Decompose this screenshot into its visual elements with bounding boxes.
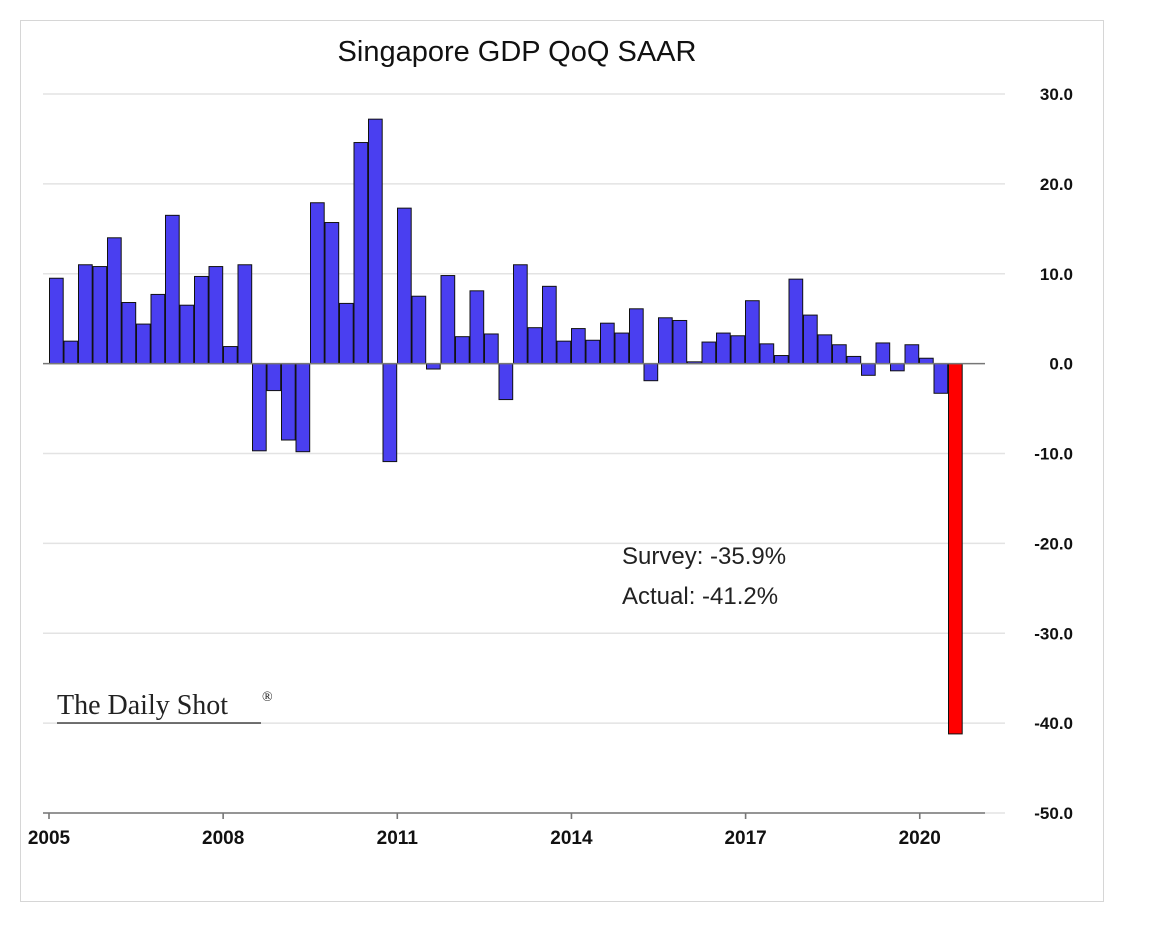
bar-57: [875, 342, 891, 365]
y-tick-label-6: -30.0: [1034, 624, 1073, 643]
source-logo: The Daily Shot ®: [57, 690, 273, 724]
bar-chart: 30.0 20.0 10.0 0.0 -10.0 -20.0 -30.0 -40.0 -50.0…: [28, 36, 1073, 849]
bar-34: [542, 285, 557, 365]
y-tick-label-3: 0.0: [1049, 355, 1073, 374]
chart-title: Singapore GDP QoQ SAAR: [338, 36, 697, 68]
bar-61: [933, 363, 949, 394]
bar-40: [629, 308, 644, 365]
x-tick-label-4: 2017: [724, 828, 766, 849]
bar-46: [716, 332, 731, 365]
bar-45: [701, 341, 717, 365]
bar-1: [63, 340, 79, 365]
x-tick-label-1: 2008: [202, 828, 244, 849]
bar-47: [730, 335, 746, 365]
bar-33: [527, 327, 543, 365]
bar-5: [121, 302, 137, 365]
x-tick-label-3: 2014: [550, 828, 593, 849]
bar-27: [440, 275, 456, 365]
bar-50: [774, 355, 789, 365]
bar-52: [803, 314, 818, 365]
bar-9: [179, 304, 195, 365]
y-tick-label-4: -10.0: [1034, 445, 1073, 464]
bar-32: [513, 264, 528, 365]
source-mark: ®: [262, 690, 273, 705]
bar-36: [571, 328, 586, 365]
y-tick-labels: 30.0 20.0 10.0 0.0 -10.0 -20.0 -30.0 -40.0 -50.0: [1034, 85, 1073, 823]
bar-42: [658, 317, 673, 365]
bar-43: [672, 319, 688, 365]
bar-37: [585, 339, 601, 365]
bar-58: [890, 363, 905, 372]
bar-38: [600, 322, 615, 365]
y-tick-label-0: 30.0: [1040, 85, 1073, 104]
bar-55: [846, 355, 862, 365]
bar-41: [643, 363, 659, 382]
bar-54: [832, 344, 847, 365]
chart-frame: 30.0 20.0 10.0 0.0 -10.0 -20.0 -30.0 -40.0 -50.0…: [20, 20, 1104, 902]
bar-22: [368, 118, 383, 365]
y-tick-label-8: -50.0: [1034, 804, 1073, 823]
bar-20: [339, 302, 354, 365]
bar-31: [498, 363, 514, 401]
bars: [49, 118, 963, 735]
y-tick-label-1: 20.0: [1040, 175, 1073, 194]
annotation-actual: Actual: -41.2%: [622, 583, 778, 610]
source-label: The Daily Shot: [57, 690, 228, 721]
x-tick-labels: 2005 2008 2011 2014 2017 2020: [28, 828, 941, 849]
bar-15: [266, 363, 282, 392]
bar-59: [904, 344, 920, 365]
y-tick-label-2: 10.0: [1040, 265, 1073, 284]
bar-13: [237, 264, 253, 365]
bar-35: [556, 340, 572, 365]
bar-26: [426, 363, 441, 370]
x-tick-label-0: 2005: [28, 828, 71, 849]
bar-19: [324, 222, 340, 365]
bar-12: [223, 346, 238, 365]
bar-49: [759, 343, 775, 365]
y-tick-label-7: -40.0: [1034, 714, 1073, 733]
y-tick-label-5: -20.0: [1034, 534, 1073, 553]
bar-25: [411, 295, 427, 365]
bar-24: [397, 207, 412, 365]
bar-56: [861, 363, 876, 376]
bar-10: [194, 275, 209, 365]
bar-53: [817, 334, 833, 365]
bar-28: [455, 336, 470, 365]
bar-60: [919, 357, 934, 365]
x-tick-label-2: 2011: [377, 828, 419, 849]
bar-2: [78, 264, 93, 365]
bar-18: [310, 202, 325, 365]
bar-14: [252, 363, 267, 452]
bar-16: [281, 363, 296, 441]
bar-51: [788, 278, 804, 365]
bar-21: [353, 142, 369, 365]
bar-8: [165, 214, 180, 365]
bar-4: [107, 237, 122, 365]
bar-6: [136, 323, 151, 365]
bar-17: [295, 363, 311, 453]
annotation-survey: Survey: -35.9%: [622, 543, 786, 570]
x-tick-label-5: 2020: [899, 828, 941, 849]
bar-30: [484, 333, 499, 365]
bar-7: [150, 293, 166, 365]
bar-29: [469, 290, 485, 365]
axes: [43, 362, 985, 819]
bar-0: [49, 277, 64, 365]
bar-48: [745, 300, 760, 365]
bar-62: [948, 363, 963, 735]
bar-3: [92, 266, 108, 365]
bar-39: [614, 332, 630, 365]
bar-23: [382, 363, 398, 463]
bar-11: [208, 266, 224, 365]
